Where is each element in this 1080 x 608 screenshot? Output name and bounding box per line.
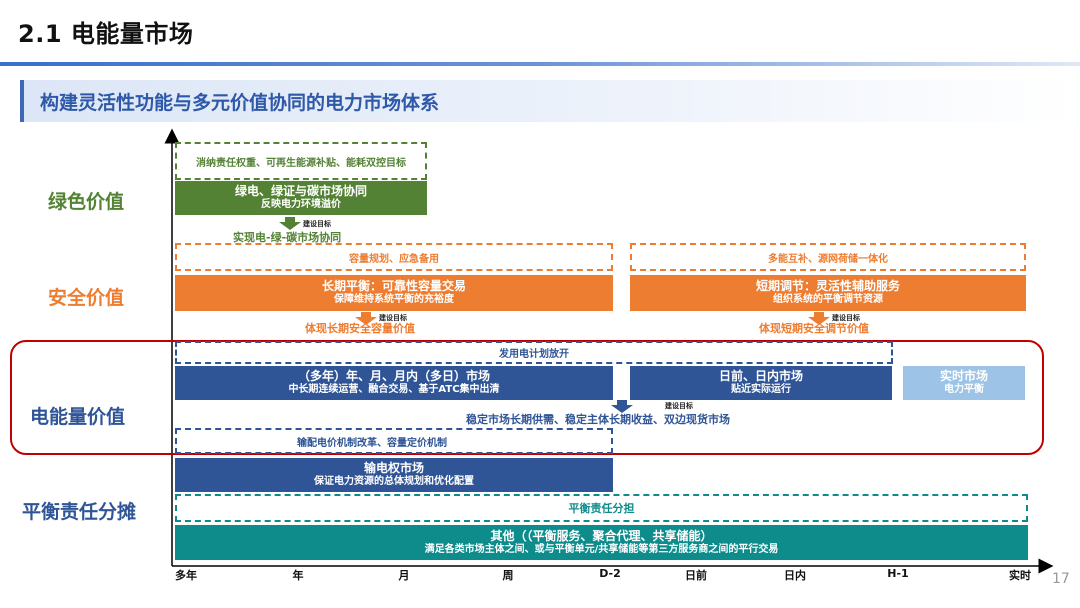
- row-label-green: 绿色价值: [48, 191, 125, 213]
- security-right-desc: 组织系统的平衡调节资源: [773, 294, 883, 306]
- balance-dashed: 平衡责任分担: [175, 494, 1028, 522]
- real-time-box: 实时市场 电力平衡: [903, 366, 1025, 400]
- security-right-goal: 体现短期安全调节价值: [759, 322, 869, 335]
- mid-long-term-box: （多年）年、月、月内（多日）市场 中长期连续运营、融合交易、基于ATC集中出清: [175, 366, 613, 400]
- tick-h-minus-1: H-1: [887, 567, 909, 580]
- security-left-arrow-stem: [361, 312, 371, 318]
- security-dashed-left: 容量规划、应急备用: [175, 243, 613, 271]
- green-policy-dashed: 消纳责任权重、可再生能源补贴、能耗双控目标: [175, 142, 427, 180]
- security-right-title: 短期调节：灵活性辅助服务: [755, 279, 900, 294]
- mid-long-term-desc: 中长期连续运营、融合交易、基于ATC集中出清: [288, 384, 500, 396]
- title-divider: [0, 62, 1080, 66]
- transmission-rights-box: 输电权市场 保证电力资源的总体规划和优化配置: [175, 458, 613, 492]
- tick-intraday: 日内: [784, 569, 806, 582]
- security-right-arrow-tag: 建设目标: [832, 314, 860, 322]
- tick-d-minus-2: D-2: [599, 567, 621, 580]
- security-left-arrow-tag: 建设目标: [379, 314, 407, 322]
- security-dashed-right: 多能互补、源网荷储一体化: [630, 243, 1026, 271]
- balance-other-box: 其他（（平衡服务、聚合代理、共享储能） 满足各类市场主体之间、或与平衡单元/共享…: [175, 525, 1028, 560]
- balance-box-desc: 满足各类市场主体之间、或与平衡单元/共享储能等第三方服务商之间的平行交易: [424, 543, 779, 555]
- row-label-security: 安全价值: [48, 287, 125, 309]
- row-label-energy: 电能量价值: [30, 406, 126, 428]
- tick-week: 周: [502, 569, 514, 582]
- subtitle-banner: [20, 80, 1080, 122]
- security-left-desc: 保障维持系统平衡的充裕度: [334, 294, 454, 306]
- security-left-arrow-down-icon: [355, 317, 377, 325]
- mid-long-term-title: （多年）年、月、月内（多日）市场: [297, 369, 490, 384]
- green-arrow-stem: [285, 217, 295, 223]
- transmission-title: 输电权市场: [363, 461, 424, 476]
- security-ancillary-box: 短期调节：灵活性辅助服务 组织系统的平衡调节资源: [630, 275, 1026, 311]
- tick-real-time: 实时: [1009, 569, 1031, 582]
- green-goal: 实现电-绿-碳市场协同: [233, 231, 342, 244]
- security-left-goal: 体现长期安全容量价值: [305, 322, 415, 335]
- green-box-desc: 反映电力环境溢价: [261, 199, 341, 211]
- energy-goal: 稳定市场长期供需、稳定主体长期收益、双边现货市场: [466, 413, 730, 426]
- energy-arrow-tag: 建设目标: [665, 402, 693, 410]
- energy-arrow-stem: [617, 400, 627, 406]
- row-label-balance: 平衡责任分摊: [22, 501, 137, 523]
- tick-year: 年: [292, 569, 304, 582]
- security-capacity-box: 长期平衡：可靠性容量交易 保障维持系统平衡的充裕度: [175, 275, 613, 311]
- day-ahead-desc: 贴近实际运行: [731, 384, 791, 396]
- green-arrow-tag: 建设目标: [303, 220, 331, 228]
- page-number: 17: [1052, 571, 1070, 587]
- green-box-title: 绿电、绿证与碳市场协同: [234, 184, 367, 199]
- security-right-arrow-down-icon: [808, 317, 830, 325]
- day-ahead-title: 日前、日内市场: [718, 369, 803, 384]
- real-time-desc: 电力平衡: [944, 384, 984, 396]
- page-title: 2.1 电能量市场: [18, 20, 194, 48]
- tick-day-ahead: 日前: [685, 569, 707, 582]
- balance-box-title: 其他（（平衡服务、聚合代理、共享储能）: [490, 528, 713, 543]
- real-time-title: 实时市场: [939, 369, 988, 384]
- transmission-desc: 保证电力资源的总体规划和优化配置: [314, 476, 474, 488]
- energy-plan-dashed: 发用电计划放开: [175, 341, 893, 364]
- security-left-title: 长期平衡：可靠性容量交易: [321, 279, 466, 294]
- price-reform-dashed: 输配电价机制改革、容量定价机制: [175, 428, 613, 454]
- green-market-box: 绿电、绿证与碳市场协同 反映电力环境溢价: [175, 181, 427, 215]
- day-ahead-box: 日前、日内市场 贴近实际运行: [630, 366, 892, 400]
- subtitle: 构建灵活性功能与多元价值协同的电力市场体系: [40, 92, 440, 114]
- tick-month: 月: [398, 569, 410, 582]
- security-right-arrow-stem: [814, 312, 824, 318]
- energy-arrow-down-icon: [611, 405, 633, 413]
- tick-multi-year: 多年: [175, 569, 197, 582]
- green-arrow-down-icon: [279, 222, 301, 230]
